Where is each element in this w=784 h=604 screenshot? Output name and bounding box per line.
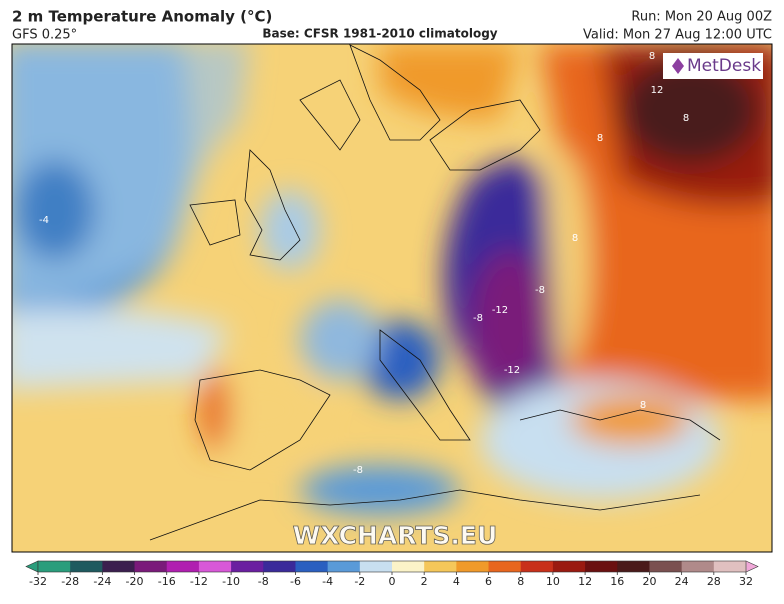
- contour-label: 8: [683, 113, 689, 124]
- colorbar: -32 -28 -24 -20 -16 -12 -10 -8 -6 -4 -2 0 2 4 6 8 10 12 16…: [25, 560, 759, 588]
- colorbar-tick-label: -20: [126, 575, 144, 588]
- colorbar-segment: [231, 561, 264, 572]
- colorbar-tick-label: -28: [61, 575, 79, 588]
- contour-label: -8: [353, 465, 363, 476]
- colorbar-segment: [424, 561, 457, 572]
- colorbar-tick-label: -10: [222, 575, 240, 588]
- contour-label: -8: [473, 313, 483, 324]
- contour-label: 8: [597, 133, 603, 144]
- contour-label: 8: [649, 51, 655, 62]
- colorbar-tick-label: -32: [29, 575, 47, 588]
- colorbar-tick-label: -6: [290, 575, 301, 588]
- colorbar-tick-label: 6: [485, 575, 492, 588]
- contour-label: -8: [535, 285, 545, 296]
- colorbar-tick-label: 20: [642, 575, 656, 588]
- contour-label: -12: [504, 365, 520, 376]
- colorbar-segment: [681, 561, 715, 572]
- colorbar-segment: [134, 561, 168, 572]
- colorbar-tick-label: -4: [322, 575, 333, 588]
- contour-label: 12: [651, 85, 664, 96]
- colorbar-tick-label: 32: [739, 575, 753, 588]
- colorbar-tick-label: 28: [707, 575, 721, 588]
- model: GFS 0.25°: [12, 28, 77, 43]
- watermark: WXCHARTS.EU: [293, 521, 498, 550]
- colorbar-tick-label: -16: [158, 575, 176, 588]
- colorbar-segment: [520, 561, 554, 572]
- colorbar-segment: [713, 561, 747, 572]
- colorbar-tick-label: 16: [610, 575, 624, 588]
- colorbar-segment: [649, 561, 683, 572]
- colorbar-segment: [488, 561, 522, 572]
- colorbar-tick-label: 0: [389, 575, 396, 588]
- colorbar-tick-label: -24: [93, 575, 111, 588]
- colorbar-segment: [38, 561, 71, 572]
- colorbar-segment: [198, 561, 232, 572]
- colorbar-tick-label: 24: [675, 575, 689, 588]
- colorbar-tick-label: -2: [354, 575, 365, 588]
- colorbar-tick-label: 2: [421, 575, 428, 588]
- valid: Valid: Mon 27 Aug 12:00 UTC: [583, 28, 772, 43]
- colorbar-segment: [295, 561, 329, 572]
- colorbar-segment: [617, 561, 650, 572]
- map: MetDesk WXCHARTS.EU 8 12 8 8 8 -4 -8 -12 -8 -12 -8…: [12, 44, 772, 552]
- colorbar-arrow-left: [25, 560, 39, 573]
- logo: MetDesk: [687, 56, 761, 76]
- contour-label: -12: [492, 305, 508, 316]
- title: 2 m Temperature Anomaly (°C): [12, 8, 272, 26]
- base: Base: CFSR 1981-2010 climatology: [262, 27, 497, 41]
- colorbar-segment: [552, 561, 586, 572]
- map-frame: [11, 43, 773, 553]
- contour-label: 8: [640, 400, 646, 411]
- colorbar-segment: [585, 561, 618, 572]
- colorbar-tick-label: -8: [258, 575, 269, 588]
- colorbar-segment: [70, 561, 103, 572]
- colorbar-segment: [392, 561, 425, 572]
- colorbar-segment: [166, 561, 200, 572]
- colorbar-tick-label: -12: [190, 575, 208, 588]
- colorbar-arrow-right: [745, 560, 759, 573]
- colorbar-segment: [359, 561, 393, 572]
- colorbar-segment: [263, 561, 296, 572]
- colorbar-segment: [102, 561, 136, 572]
- colorbar-segment: [456, 561, 490, 572]
- colorbar-tick-label: 8: [517, 575, 524, 588]
- contour-label: -4: [39, 215, 49, 226]
- contour-label: 8: [572, 233, 578, 244]
- colorbar-tick-label: 12: [578, 575, 592, 588]
- run: Run: Mon 20 Aug 00Z: [631, 10, 772, 25]
- colorbar-tick-label: 10: [546, 575, 560, 588]
- colorbar-tick-label: 4: [453, 575, 460, 588]
- colorbar-segment: [327, 561, 361, 572]
